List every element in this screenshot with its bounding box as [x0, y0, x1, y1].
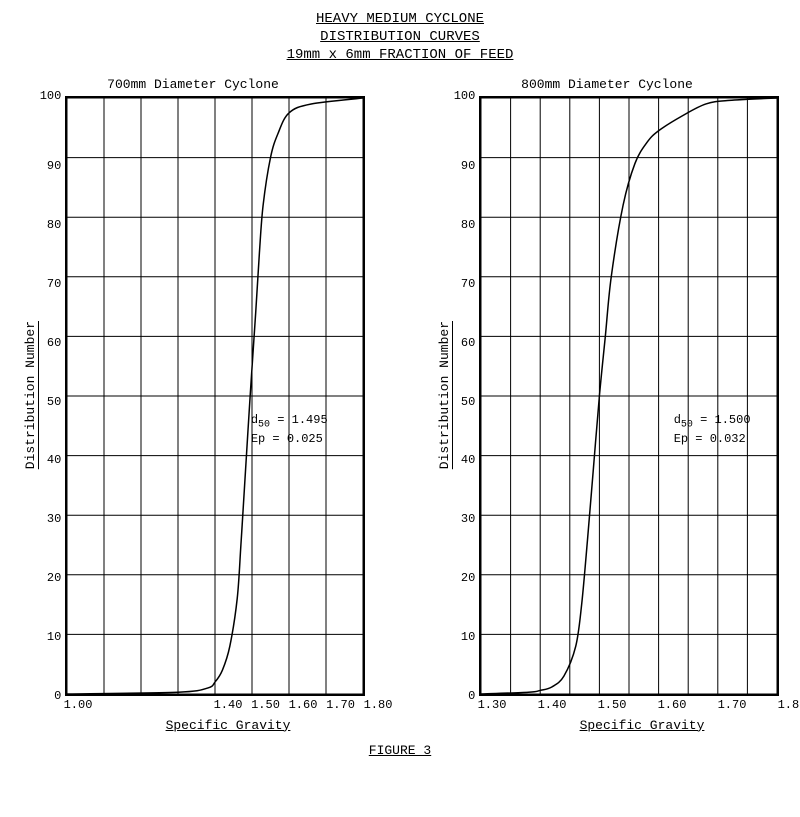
- y-tick-label: 20: [461, 572, 475, 584]
- y-ticks: 0102030405060708090100: [40, 96, 66, 696]
- y-tick-label: 90: [461, 160, 475, 172]
- charts-row: 700mm Diameter Cyclone Distribution Numbe…: [8, 77, 792, 733]
- y-tick-label: 90: [47, 160, 61, 172]
- y-tick-label: 10: [47, 631, 61, 643]
- title-line-1: HEAVY MEDIUM CYCLONE: [8, 10, 792, 28]
- x-axis-label: Specific Gravity: [580, 718, 705, 733]
- ep-label: Ep = 0.032: [674, 432, 746, 446]
- y-tick-label: 80: [461, 219, 475, 231]
- chart-title: 700mm Diameter Cyclone: [107, 77, 279, 92]
- x-tick-label: 1.50: [251, 698, 280, 712]
- chart-annotation: d50 = 1.495 Ep = 0.025: [251, 413, 328, 447]
- y-tick-label: 50: [47, 396, 61, 408]
- y-axis-label: Distribution Number: [21, 317, 40, 473]
- y-tick-label: 60: [47, 337, 61, 349]
- title-line-3: 19mm x 6mm FRACTION OF FEED: [8, 46, 792, 64]
- y-tick-label: 40: [47, 454, 61, 466]
- x-axis-area: 1.001.401.501.601.701.80Specific Gravity: [78, 696, 378, 733]
- figure-label: FIGURE 3: [8, 743, 792, 758]
- x-tick-label: 1.70: [718, 698, 747, 712]
- chart-annotation: d50 = 1.500 Ep = 0.032: [674, 413, 751, 447]
- x-axis-label: Specific Gravity: [166, 718, 291, 733]
- d50-label: d50 = 1.495: [251, 413, 328, 427]
- y-tick-label: 80: [47, 219, 61, 231]
- x-tick-label: 1.30: [478, 698, 507, 712]
- x-ticks: 1.301.401.501.601.701.80: [492, 696, 792, 714]
- chart-title: 800mm Diameter Cyclone: [521, 77, 693, 92]
- x-ticks: 1.001.401.501.601.701.80: [78, 696, 378, 714]
- y-tick-label: 30: [47, 513, 61, 525]
- plot-area: d50 = 1.495 Ep = 0.025: [65, 96, 365, 696]
- chart-left-col: 700mm Diameter Cyclone Distribution Numbe…: [8, 77, 378, 733]
- chart-wrap: Distribution Number010203040506070809010…: [21, 96, 366, 696]
- y-tick-label: 100: [40, 90, 62, 102]
- y-tick-label: 0: [468, 690, 475, 702]
- y-ticks: 0102030405060708090100: [454, 96, 480, 696]
- y-tick-label: 60: [461, 337, 475, 349]
- x-tick-label: 1.40: [538, 698, 567, 712]
- y-tick-label: 10: [461, 631, 475, 643]
- x-tick-label: 1.80: [778, 698, 800, 712]
- y-tick-label: 100: [454, 90, 476, 102]
- y-tick-label: 70: [47, 278, 61, 290]
- y-tick-label: 0: [54, 690, 61, 702]
- y-tick-label: 30: [461, 513, 475, 525]
- x-axis-area: 1.301.401.501.601.701.80Specific Gravity: [492, 696, 792, 733]
- x-tick-label: 1.00: [64, 698, 93, 712]
- chart-wrap: Distribution Number010203040506070809010…: [435, 96, 780, 696]
- y-axis-label: Distribution Number: [435, 317, 454, 473]
- x-tick-label: 1.70: [326, 698, 355, 712]
- y-tick-label: 50: [461, 396, 475, 408]
- y-tick-label: 40: [461, 454, 475, 466]
- chart-right-col: 800mm Diameter Cyclone Distribution Numbe…: [422, 77, 792, 733]
- x-tick-label: 1.60: [658, 698, 687, 712]
- figure-titles: HEAVY MEDIUM CYCLONE DISTRIBUTION CURVES…: [8, 10, 792, 65]
- ep-label: Ep = 0.025: [251, 432, 323, 446]
- x-tick-label: 1.50: [598, 698, 627, 712]
- x-tick-label: 1.40: [214, 698, 243, 712]
- plot-area: d50 = 1.500 Ep = 0.032: [479, 96, 779, 696]
- x-tick-label: 1.60: [289, 698, 318, 712]
- y-tick-label: 70: [461, 278, 475, 290]
- x-tick-label: 1.80: [364, 698, 393, 712]
- title-line-2: DISTRIBUTION CURVES: [8, 28, 792, 46]
- y-tick-label: 20: [47, 572, 61, 584]
- d50-label: d50 = 1.500: [674, 413, 751, 427]
